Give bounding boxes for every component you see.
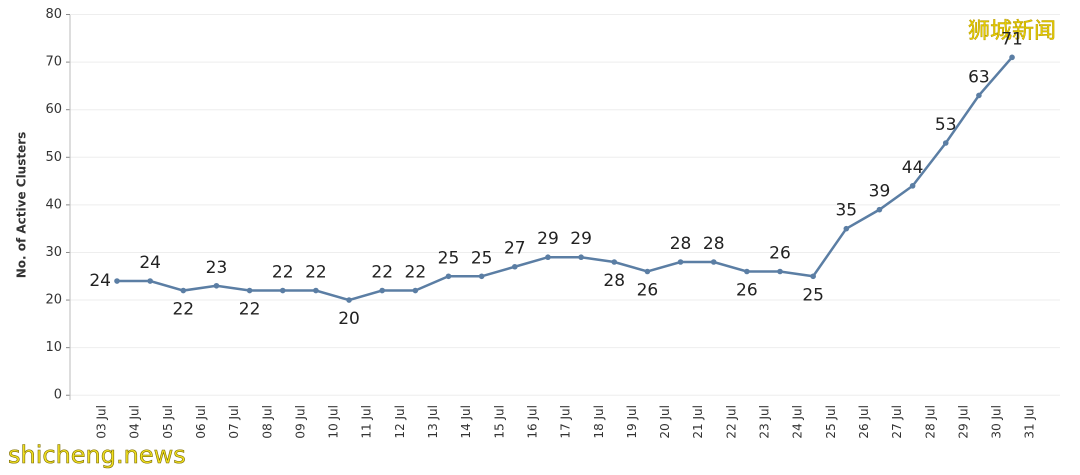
y-tick-label: 40 — [45, 197, 62, 212]
x-tick-label: 15 Jul — [492, 405, 506, 439]
data-label: 26 — [736, 281, 758, 301]
data-label: 22 — [305, 263, 327, 283]
point — [777, 268, 783, 275]
data-label: 53 — [935, 115, 957, 135]
point — [644, 268, 651, 275]
data-label: 22 — [371, 263, 393, 283]
x-tick-label: 28 Jul — [923, 405, 937, 439]
point — [611, 259, 618, 265]
x-tick-label: 27 Jul — [890, 405, 904, 439]
point — [876, 206, 883, 213]
point — [512, 263, 518, 270]
x-tick-label: 22 Jul — [724, 405, 738, 439]
point — [213, 282, 220, 289]
x-tick-label: 09 Jul — [293, 405, 307, 439]
point — [114, 278, 120, 284]
data-label: 29 — [570, 229, 592, 249]
point — [843, 225, 850, 232]
data-label: 71 — [1001, 29, 1023, 49]
data-label: 22 — [239, 300, 261, 320]
point — [412, 287, 419, 294]
data-label: 28 — [603, 271, 625, 291]
point — [942, 140, 949, 146]
watermark: 狮城新闻 — [968, 19, 1056, 44]
y-axis-label: No. of Active Clusters — [15, 132, 29, 279]
data-label: 28 — [670, 234, 692, 254]
x-tick-label: 20 Jul — [658, 405, 672, 439]
data-label: 22 — [272, 263, 294, 283]
point — [710, 259, 717, 265]
x-tick-label: 16 Jul — [525, 405, 539, 439]
x-tick-label: 30 Jul — [990, 405, 1004, 439]
point — [180, 287, 187, 294]
data-label: 39 — [869, 182, 891, 202]
data-label: 27 — [504, 239, 526, 259]
y-tick-label: 10 — [45, 340, 62, 355]
data-label: 26 — [769, 244, 791, 264]
x-tick-label: 07 Jul — [227, 405, 241, 439]
y-tick-label: 70 — [45, 55, 62, 70]
x-tick-label: 31 Jul — [1023, 405, 1037, 439]
point — [810, 273, 816, 280]
x-tick-label: 29 Jul — [956, 405, 970, 439]
x-tick-label: 21 Jul — [691, 405, 705, 439]
data-label: 20 — [338, 309, 360, 329]
point — [147, 278, 153, 284]
data-label: 25 — [802, 285, 824, 305]
watermark: shicheng.news — [8, 441, 186, 469]
point — [976, 92, 982, 99]
point — [744, 268, 750, 275]
data-label: 28 — [703, 234, 725, 254]
x-tick-label: 13 Jul — [426, 405, 440, 439]
data-label: 29 — [537, 229, 559, 249]
point — [677, 259, 684, 265]
point — [445, 273, 452, 280]
point — [545, 254, 551, 261]
x-tick-label: 24 Jul — [791, 405, 805, 439]
data-label: 63 — [968, 67, 990, 87]
y-tick-label: 30 — [45, 245, 62, 260]
data-label: 23 — [206, 258, 228, 278]
data-label: 44 — [902, 158, 924, 178]
y-tick-label: 50 — [45, 150, 62, 165]
x-tick-label: 04 Jul — [128, 405, 142, 439]
x-tick-label: 03 Jul — [95, 405, 109, 439]
x-tick-label: 19 Jul — [625, 405, 639, 439]
point — [578, 254, 584, 261]
x-tick-label: 08 Jul — [260, 405, 274, 439]
point — [313, 287, 319, 294]
x-tick-label: 12 Jul — [393, 405, 407, 439]
x-tick-label: 25 Jul — [824, 405, 838, 439]
point — [279, 287, 286, 294]
x-tick-label: 14 Jul — [459, 405, 473, 439]
data-label: 26 — [637, 281, 659, 301]
data-label: 24 — [139, 253, 161, 273]
data-label: 35 — [835, 201, 857, 221]
data-label: 25 — [438, 248, 460, 268]
x-tick-label: 11 Jul — [360, 405, 374, 439]
point — [379, 287, 386, 294]
data-label: 24 — [89, 271, 111, 291]
point — [909, 183, 916, 189]
x-tick-label: 18 Jul — [592, 405, 606, 439]
y-tick-label: 60 — [45, 102, 62, 117]
y-tick-label: 0 — [54, 388, 62, 403]
x-tick-label: 05 Jul — [161, 405, 175, 439]
line — [117, 56, 1013, 302]
x-tick-label: 17 Jul — [559, 405, 573, 439]
data-label: 25 — [471, 248, 493, 268]
x-tick-label: 06 Jul — [194, 405, 208, 439]
point — [478, 273, 485, 280]
x-tick-label: 10 Jul — [327, 405, 341, 439]
data-label: 22 — [172, 300, 194, 320]
point — [246, 287, 253, 294]
data-label: 22 — [405, 263, 427, 283]
x-tick-label: 23 Jul — [758, 405, 772, 439]
x-tick-label: 26 Jul — [857, 405, 871, 439]
point — [1009, 54, 1015, 61]
y-tick-label: 20 — [45, 293, 62, 308]
point — [346, 297, 352, 303]
y-tick-label: 80 — [45, 7, 62, 22]
